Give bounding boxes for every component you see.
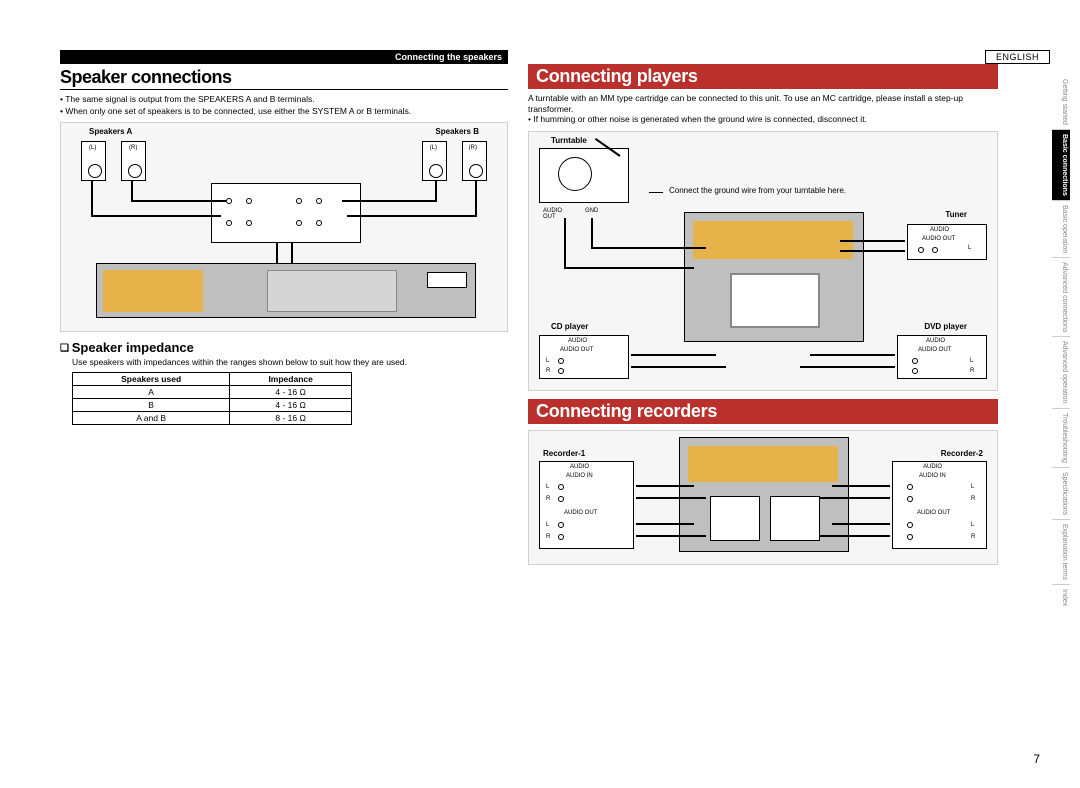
- text: L: [970, 358, 973, 364]
- label-dvd: DVD player: [924, 322, 967, 331]
- players-diagram: Turntable AUDIOOUT GND Connect the groun…: [528, 131, 998, 391]
- text: AUDIO OUT: [922, 236, 955, 242]
- text: L: [546, 358, 549, 364]
- side-nav: Getting startedBasic connectionsBasic op…: [1052, 75, 1070, 715]
- label-cd: CD player: [551, 322, 588, 331]
- cell: B: [73, 398, 230, 411]
- impedance-note: Use speakers with impedances within the …: [72, 357, 508, 368]
- text: AUDIO IN: [566, 473, 593, 479]
- label-recorder-1: Recorder-1: [543, 449, 585, 458]
- label-gnd: GND: [585, 208, 598, 214]
- th-speakers-used: Speakers used: [73, 372, 230, 385]
- cd-box: AUDIO AUDIO OUT L R: [539, 335, 629, 379]
- cell: 4 - 16 Ω: [230, 385, 352, 398]
- speaker-diagram: Speakers A Speakers B (L) (R) (L) (R): [60, 122, 508, 332]
- label-l: (L): [89, 145, 96, 151]
- side-nav-item[interactable]: Explanation terms: [1052, 519, 1070, 584]
- text: R: [971, 534, 975, 540]
- tuner-box: AUDIO AUDIO OUT L: [907, 224, 987, 260]
- text: AUDIO OUT: [917, 510, 950, 516]
- section-header-bar: Connecting the speakers: [60, 50, 508, 64]
- side-nav-item[interactable]: Advanced connections: [1052, 257, 1070, 336]
- th-impedance: Impedance: [230, 372, 352, 385]
- impedance-table: Speakers used Impedance A4 - 16 Ω B4 - 1…: [72, 372, 352, 425]
- label-turntable: Turntable: [551, 136, 587, 145]
- side-nav-item[interactable]: Troubleshooting: [1052, 408, 1070, 467]
- label-audio-out: AUDIOOUT: [543, 208, 562, 220]
- note-item: If humming or other noise is generated w…: [528, 114, 998, 125]
- text: AUDIO: [926, 338, 945, 344]
- speaker-impedance-heading: Speaker impedance: [60, 340, 508, 355]
- players-intro: A turntable with an MM type cartridge ca…: [528, 93, 998, 114]
- cell: 4 - 16 Ω: [230, 398, 352, 411]
- note-item: When only one set of speakers is to be c…: [60, 106, 508, 117]
- ground-note: Connect the ground wire from your turnta…: [669, 186, 846, 195]
- cell: A: [73, 385, 230, 398]
- recorder-1-box: AUDIO AUDIO IN L R AUDIO OUT L R: [539, 461, 634, 549]
- page-number: 7: [1033, 752, 1040, 766]
- text: AUDIO: [923, 464, 942, 470]
- label-l: (L): [430, 145, 437, 151]
- cell: A and B: [73, 411, 230, 424]
- left-column: Connecting the speakers Speaker connecti…: [60, 50, 508, 573]
- cell: 8 - 16 Ω: [230, 411, 352, 424]
- text: AUDIO OUT: [918, 347, 951, 353]
- connecting-recorders-title: Connecting recorders: [528, 399, 998, 424]
- dvd-box: AUDIO AUDIO OUT L R: [897, 335, 987, 379]
- text: L: [546, 522, 549, 528]
- text: AUDIO IN: [919, 473, 946, 479]
- side-nav-item[interactable]: Getting started: [1052, 75, 1070, 129]
- recorder-2-box: AUDIO AUDIO IN L R AUDIO OUT L R: [892, 461, 987, 549]
- text: R: [971, 496, 975, 502]
- text: L: [971, 522, 974, 528]
- label-recorder-2: Recorder-2: [941, 449, 983, 458]
- side-nav-item[interactable]: Basic operation: [1052, 200, 1070, 257]
- side-nav-item[interactable]: Specifications: [1052, 467, 1070, 519]
- text: R: [546, 496, 550, 502]
- players-note-list: If humming or other noise is generated w…: [528, 114, 998, 125]
- text: L: [971, 484, 974, 490]
- speaker-notes: The same signal is output from the SPEAK…: [60, 94, 508, 116]
- label-r: (R): [129, 145, 137, 151]
- label-tuner: Tuner: [945, 210, 967, 219]
- side-nav-item[interactable]: Advanced operation: [1052, 336, 1070, 407]
- text: L: [968, 245, 971, 251]
- side-nav-item[interactable]: Basic connections: [1052, 129, 1070, 200]
- language-tag: ENGLISH: [985, 50, 1050, 64]
- label-r: (R): [469, 145, 477, 151]
- label-speakers-b: Speakers B: [435, 127, 479, 136]
- text: AUDIO OUT: [560, 347, 593, 353]
- text: R: [970, 368, 974, 374]
- label-speakers-a: Speakers A: [89, 127, 132, 136]
- text: R: [546, 368, 550, 374]
- text: A turntable with an MM type cartridge ca…: [528, 93, 963, 114]
- recorders-diagram: Recorder-1 AUDIO AUDIO IN L R AUDIO OUT …: [528, 430, 998, 565]
- text: AUDIO: [570, 464, 589, 470]
- note-item: The same signal is output from the SPEAK…: [60, 94, 508, 105]
- turntable-icon: [539, 148, 629, 203]
- connecting-players-title: Connecting players: [528, 64, 998, 89]
- amplifier-rear: [96, 263, 476, 318]
- speaker-connections-title: Speaker connections: [60, 67, 508, 90]
- side-nav-item[interactable]: Index: [1052, 584, 1070, 610]
- right-column: Connecting players A turntable with an M…: [528, 50, 998, 573]
- amp-rear-panel: [684, 212, 864, 342]
- terminal-panel: [211, 183, 361, 243]
- text: AUDIO OUT: [564, 510, 597, 516]
- text: AUDIO: [930, 227, 949, 233]
- text: R: [546, 534, 550, 540]
- text: L: [546, 484, 549, 490]
- text: AUDIO: [568, 338, 587, 344]
